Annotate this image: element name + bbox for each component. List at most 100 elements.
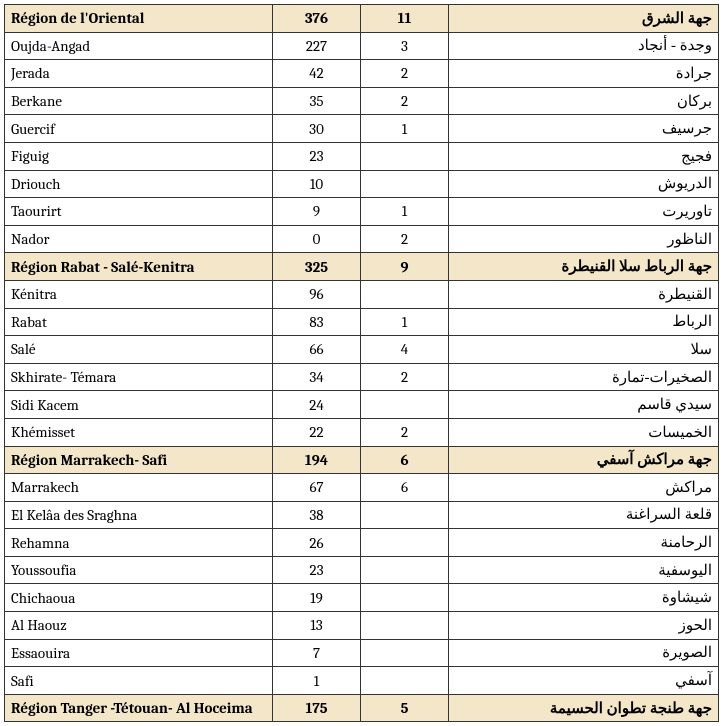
cell-value1: 35 xyxy=(273,87,361,115)
cell-value1: 19 xyxy=(273,584,361,612)
cell-value1: 38 xyxy=(273,501,361,529)
cell-value2: 2 xyxy=(361,418,449,446)
cell-value2: 11 xyxy=(361,5,449,33)
cell-value1: 227 xyxy=(273,32,361,60)
cell-value2 xyxy=(361,391,449,419)
table-row: Safi1 آسفي xyxy=(5,667,719,695)
cell-arabic: تاوريرت xyxy=(449,198,719,226)
table-row: Kénitra96 القنيطرة xyxy=(5,280,719,308)
cell-value1: 376 xyxy=(273,5,361,33)
region-header-row: Région Marrakech- Safi1946جهة مراكش آسفي xyxy=(5,446,719,474)
cell-french: Oujda-Angad xyxy=(5,32,273,60)
table-row: Driouch10 الدريوش xyxy=(5,170,719,198)
cell-value2: 2 xyxy=(361,60,449,88)
cell-arabic: جرسيف xyxy=(449,115,719,143)
cell-french: Berkane xyxy=(5,87,273,115)
cell-value2 xyxy=(361,280,449,308)
table-row: Skhirate- Témara342الصخيرات-تمارة xyxy=(5,363,719,391)
cell-value2: 1 xyxy=(361,198,449,226)
cell-value2 xyxy=(361,667,449,695)
table-row: Khémisset222الخميسات xyxy=(5,418,719,446)
cell-value1: 96 xyxy=(273,280,361,308)
table-row: Guercif301جرسيف xyxy=(5,115,719,143)
cell-arabic: جهة مراكش آسفي xyxy=(449,446,719,474)
cell-value1: 66 xyxy=(273,336,361,364)
cell-french: Driouch xyxy=(5,170,273,198)
table-row: Taourirt91تاوريرت xyxy=(5,198,719,226)
table-row: Berkane352بركان xyxy=(5,87,719,115)
cell-arabic: جهة الرباط سلا القنيطرة xyxy=(449,253,719,281)
cell-value2: 9 xyxy=(361,253,449,281)
table-row: Chichaoua19شيشاوة xyxy=(5,584,719,612)
cell-french: Khémisset xyxy=(5,418,273,446)
cell-arabic: اليوسفية xyxy=(449,556,719,584)
cell-value1: 24 xyxy=(273,391,361,419)
cell-value2: 3 xyxy=(361,32,449,60)
cell-french: Nador xyxy=(5,225,273,253)
table-row: Rehamna26الرحامنة xyxy=(5,529,719,557)
cell-value1: 67 xyxy=(273,474,361,502)
cell-value1: 30 xyxy=(273,115,361,143)
cell-value1: 83 xyxy=(273,308,361,336)
cell-arabic: جرادة xyxy=(449,60,719,88)
cell-french: Marrakech xyxy=(5,474,273,502)
cell-value1: 34 xyxy=(273,363,361,391)
cell-value2: 4 xyxy=(361,336,449,364)
cell-arabic: آسفي xyxy=(449,667,719,695)
cell-french: Région de l'Oriental xyxy=(5,5,273,33)
cell-value1: 175 xyxy=(273,694,361,722)
cell-value1: 23 xyxy=(273,142,361,170)
cell-value1: 10 xyxy=(273,170,361,198)
region-header-row: Région de l'Oriental37611جهة الشرق xyxy=(5,5,719,33)
cell-value2 xyxy=(361,584,449,612)
cell-value1: 1 xyxy=(273,667,361,695)
cell-value2: 2 xyxy=(361,87,449,115)
cell-arabic: القنيطرة xyxy=(449,280,719,308)
cell-value1: 0 xyxy=(273,225,361,253)
table-row: Nador02الناظور xyxy=(5,225,719,253)
cell-french: Guercif xyxy=(5,115,273,143)
cell-french: Essaouira xyxy=(5,639,273,667)
cell-value2: 6 xyxy=(361,446,449,474)
cell-arabic: الدريوش xyxy=(449,170,719,198)
cell-french: Rabat xyxy=(5,308,273,336)
cell-arabic: جهة الشرق xyxy=(449,5,719,33)
table-row: Sidi Kacem24سيدي قاسم xyxy=(5,391,719,419)
cell-french: Région Rabat - Salé-Kenitra xyxy=(5,253,273,281)
table-row: Oujda-Angad2273وجدة - أنجاد xyxy=(5,32,719,60)
cell-value2 xyxy=(361,170,449,198)
region-header-row: Région Rabat - Salé-Kenitra3259جهة الربا… xyxy=(5,253,719,281)
cell-value2: 2 xyxy=(361,225,449,253)
cell-value2: 5 xyxy=(361,694,449,722)
cell-value1: 7 xyxy=(273,639,361,667)
cell-value2: 2 xyxy=(361,363,449,391)
table-row: Marrakech676مراكش xyxy=(5,474,719,502)
cell-french: Kénitra xyxy=(5,280,273,308)
cell-value1: 9 xyxy=(273,198,361,226)
table-row: Youssoufia23اليوسفية xyxy=(5,556,719,584)
cell-value2 xyxy=(361,612,449,640)
table-row: Jerada422جرادة xyxy=(5,60,719,88)
table-row: Salé664سلا xyxy=(5,336,719,364)
cell-arabic: فجيج xyxy=(449,142,719,170)
cell-value1: 42 xyxy=(273,60,361,88)
cell-value1: 23 xyxy=(273,556,361,584)
cell-value2 xyxy=(361,142,449,170)
regions-table: Région de l'Oriental37611جهة الشرقOujda-… xyxy=(4,4,719,722)
cell-french: Taourirt xyxy=(5,198,273,226)
cell-value1: 13 xyxy=(273,612,361,640)
cell-value1: 22 xyxy=(273,418,361,446)
cell-arabic: مراكش xyxy=(449,474,719,502)
cell-arabic: سيدي قاسم xyxy=(449,391,719,419)
cell-arabic: شيشاوة xyxy=(449,584,719,612)
cell-value2 xyxy=(361,501,449,529)
cell-arabic: بركان xyxy=(449,87,719,115)
cell-arabic: قلعة السراغنة xyxy=(449,501,719,529)
cell-french: Safi xyxy=(5,667,273,695)
cell-value1: 325 xyxy=(273,253,361,281)
cell-value2 xyxy=(361,639,449,667)
cell-french: Skhirate- Témara xyxy=(5,363,273,391)
table-row: Rabat831الرباط xyxy=(5,308,719,336)
cell-arabic: الصويرة xyxy=(449,639,719,667)
table-row: Essaouira7 الصويرة xyxy=(5,639,719,667)
